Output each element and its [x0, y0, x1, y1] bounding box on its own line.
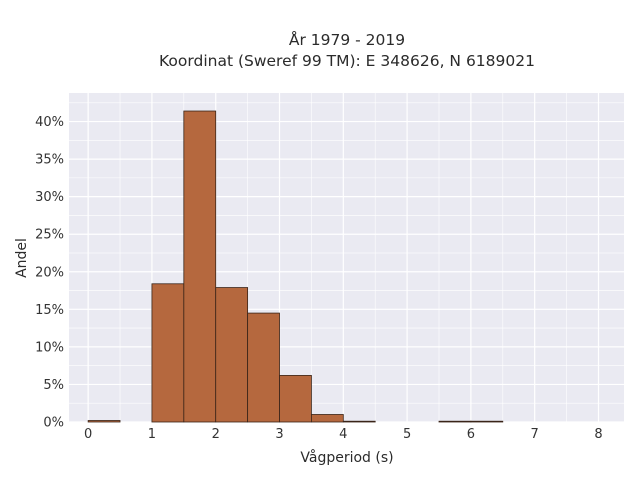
- x-tick-label: 6: [467, 427, 475, 442]
- histogram-bar: [311, 414, 344, 423]
- histogram-bar: [279, 375, 312, 423]
- x-tick-label: 1: [148, 427, 156, 442]
- bars: [87, 110, 504, 423]
- tick-labels: 0 1 2 3 4 5 6 7 8 0% 5% 10% 15% 20% 25% 30% 35% 40%: [35, 115, 603, 442]
- y-tick-label: 30%: [35, 190, 64, 205]
- histogram-bar: [87, 420, 121, 423]
- x-tick-label: 5: [403, 427, 411, 442]
- y-tick-label: 35%: [35, 153, 64, 168]
- x-axis-label: Vågperiod (s): [300, 449, 393, 466]
- y-tick-label: 5%: [43, 378, 64, 393]
- histogram-bar: [438, 420, 472, 423]
- chart-title-line2: Koordinat (Sweref 99 TM): E 348626, N 61…: [159, 52, 535, 70]
- grid-lines: [69, 93, 624, 423]
- y-tick-label: 10%: [35, 340, 64, 355]
- histogram-bar: [183, 110, 217, 423]
- histogram-bar: [215, 287, 249, 423]
- y-tick-label: 0%: [43, 416, 64, 431]
- histogram-bar: [342, 420, 376, 423]
- x-tick-label: 8: [594, 427, 602, 442]
- x-tick-label: 0: [84, 427, 92, 442]
- y-axis-label: Andel: [14, 238, 30, 278]
- x-tick-label: 7: [531, 427, 539, 442]
- y-tick-label: 40%: [35, 115, 64, 130]
- histogram-bar: [151, 283, 185, 423]
- chart-title-line1: År 1979 - 2019: [289, 30, 405, 49]
- x-tick-label: 3: [275, 427, 283, 442]
- histogram-bar: [247, 312, 280, 423]
- y-tick-label: 15%: [35, 303, 64, 318]
- y-tick-label: 20%: [35, 265, 64, 280]
- x-tick-label: 2: [212, 427, 220, 442]
- histogram-bar: [470, 420, 504, 423]
- y-tick-label: 25%: [35, 228, 64, 243]
- x-tick-label: 4: [339, 427, 347, 442]
